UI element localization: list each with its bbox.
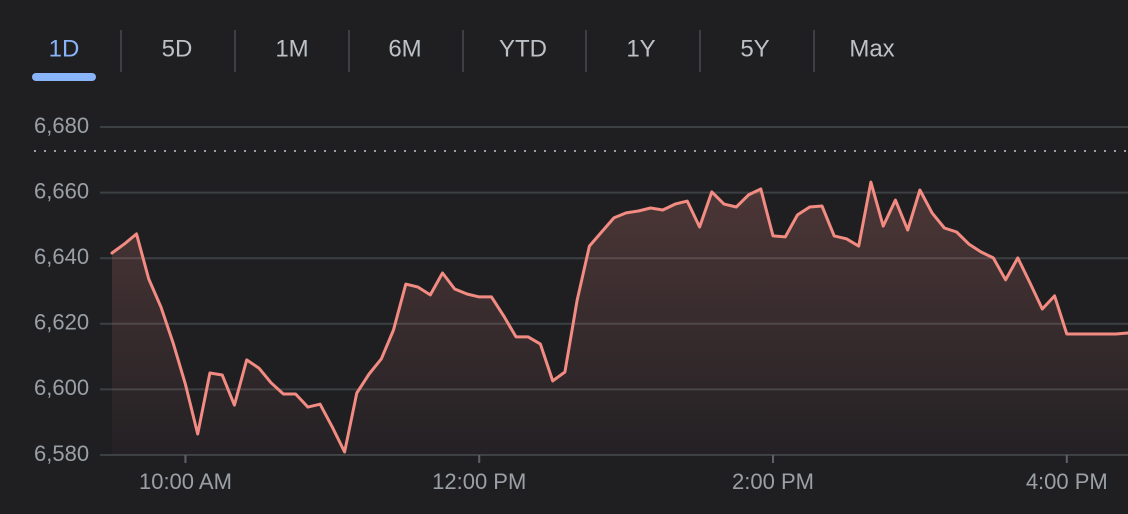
x-tick-label: 4:00 PM	[1026, 469, 1108, 494]
x-tick-label: 2:00 PM	[732, 469, 814, 494]
range-tab[interactable]: 1M	[275, 35, 308, 62]
x-tick-label: 12:00 PM	[432, 469, 526, 494]
range-tab[interactable]: YTD	[499, 35, 547, 62]
plot	[110, 180, 1128, 455]
range-tab[interactable]: 1Y	[626, 35, 655, 62]
range-tab[interactable]: 5Y	[740, 35, 769, 62]
range-tab[interactable]: Max	[849, 35, 894, 62]
y-tick-label: 6,620	[34, 310, 89, 335]
y-tick-label: 6,580	[34, 441, 89, 466]
range-tab[interactable]: 6M	[388, 35, 421, 62]
y-tick-label: 6,680	[34, 113, 89, 138]
price-area	[112, 182, 1128, 455]
range-tab[interactable]: 5D	[162, 35, 193, 62]
x-tick-label: 10:00 AM	[139, 469, 232, 494]
y-tick-label: 6,640	[34, 244, 89, 269]
range-tab[interactable]: 1D	[49, 35, 80, 62]
axes: 6,580 6,600 6,620 6,640 6,660 6,680 10:00 AM 12…	[34, 113, 1108, 494]
range-tabs: 1D 5D 1M 6M YTD 1Y 5Y Max	[32, 30, 895, 81]
price-line	[110, 180, 1128, 454]
y-tick-label: 6,600	[34, 375, 89, 400]
y-tick-label: 6,660	[34, 178, 89, 203]
selected-tab-indicator	[32, 73, 96, 81]
